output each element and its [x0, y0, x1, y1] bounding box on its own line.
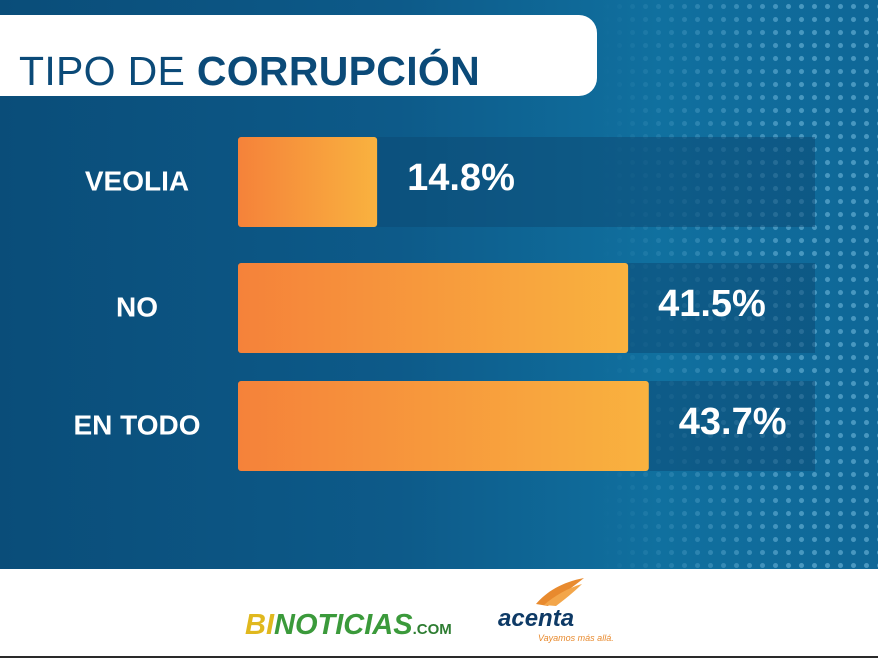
category-label: NO [116, 291, 158, 322]
binoticias-logo-com: .COM [412, 621, 452, 638]
category-labels: VEOLIA NO EN TODO [73, 165, 200, 440]
title-light: TIPO DE [19, 48, 186, 94]
bar-chart: VEOLIA NO EN TODO 14.8% 41.5% 43.7% [73, 137, 815, 471]
category-label: VEOLIA [85, 165, 189, 196]
acenta-logo: acenta [498, 605, 575, 632]
bar-no [238, 263, 629, 353]
bar-veolia [238, 137, 378, 227]
bars [238, 137, 649, 471]
acenta-tagline: Vayamos más allá. [538, 633, 614, 643]
title-bold: CORRUPCIÓN [196, 48, 481, 94]
category-label: EN TODO [73, 409, 200, 440]
acenta-swoosh-icon [536, 578, 584, 606]
title-box: TIPO DE CORRUPCIÓN [0, 15, 597, 96]
bar-en-todo [238, 381, 649, 471]
binoticias-logo-bi: BI [245, 609, 274, 641]
binoticias-logo-noticias: NOTICIAS [274, 609, 413, 641]
value-label: 41.5% [658, 283, 766, 325]
value-label: 43.7% [679, 401, 787, 443]
value-label: 14.8% [407, 157, 515, 199]
bottom-divider [0, 656, 878, 658]
page-title: TIPO DE CORRUPCIÓN [19, 49, 480, 93]
chart-panel: TIPO DE CORRUPCIÓN VEOLIA NO EN TODO 14.8%… [0, 0, 878, 569]
binoticias-logo: BINOTICIAS.COM [245, 609, 452, 646]
value-labels: 14.8% 41.5% 43.7% [407, 157, 786, 443]
